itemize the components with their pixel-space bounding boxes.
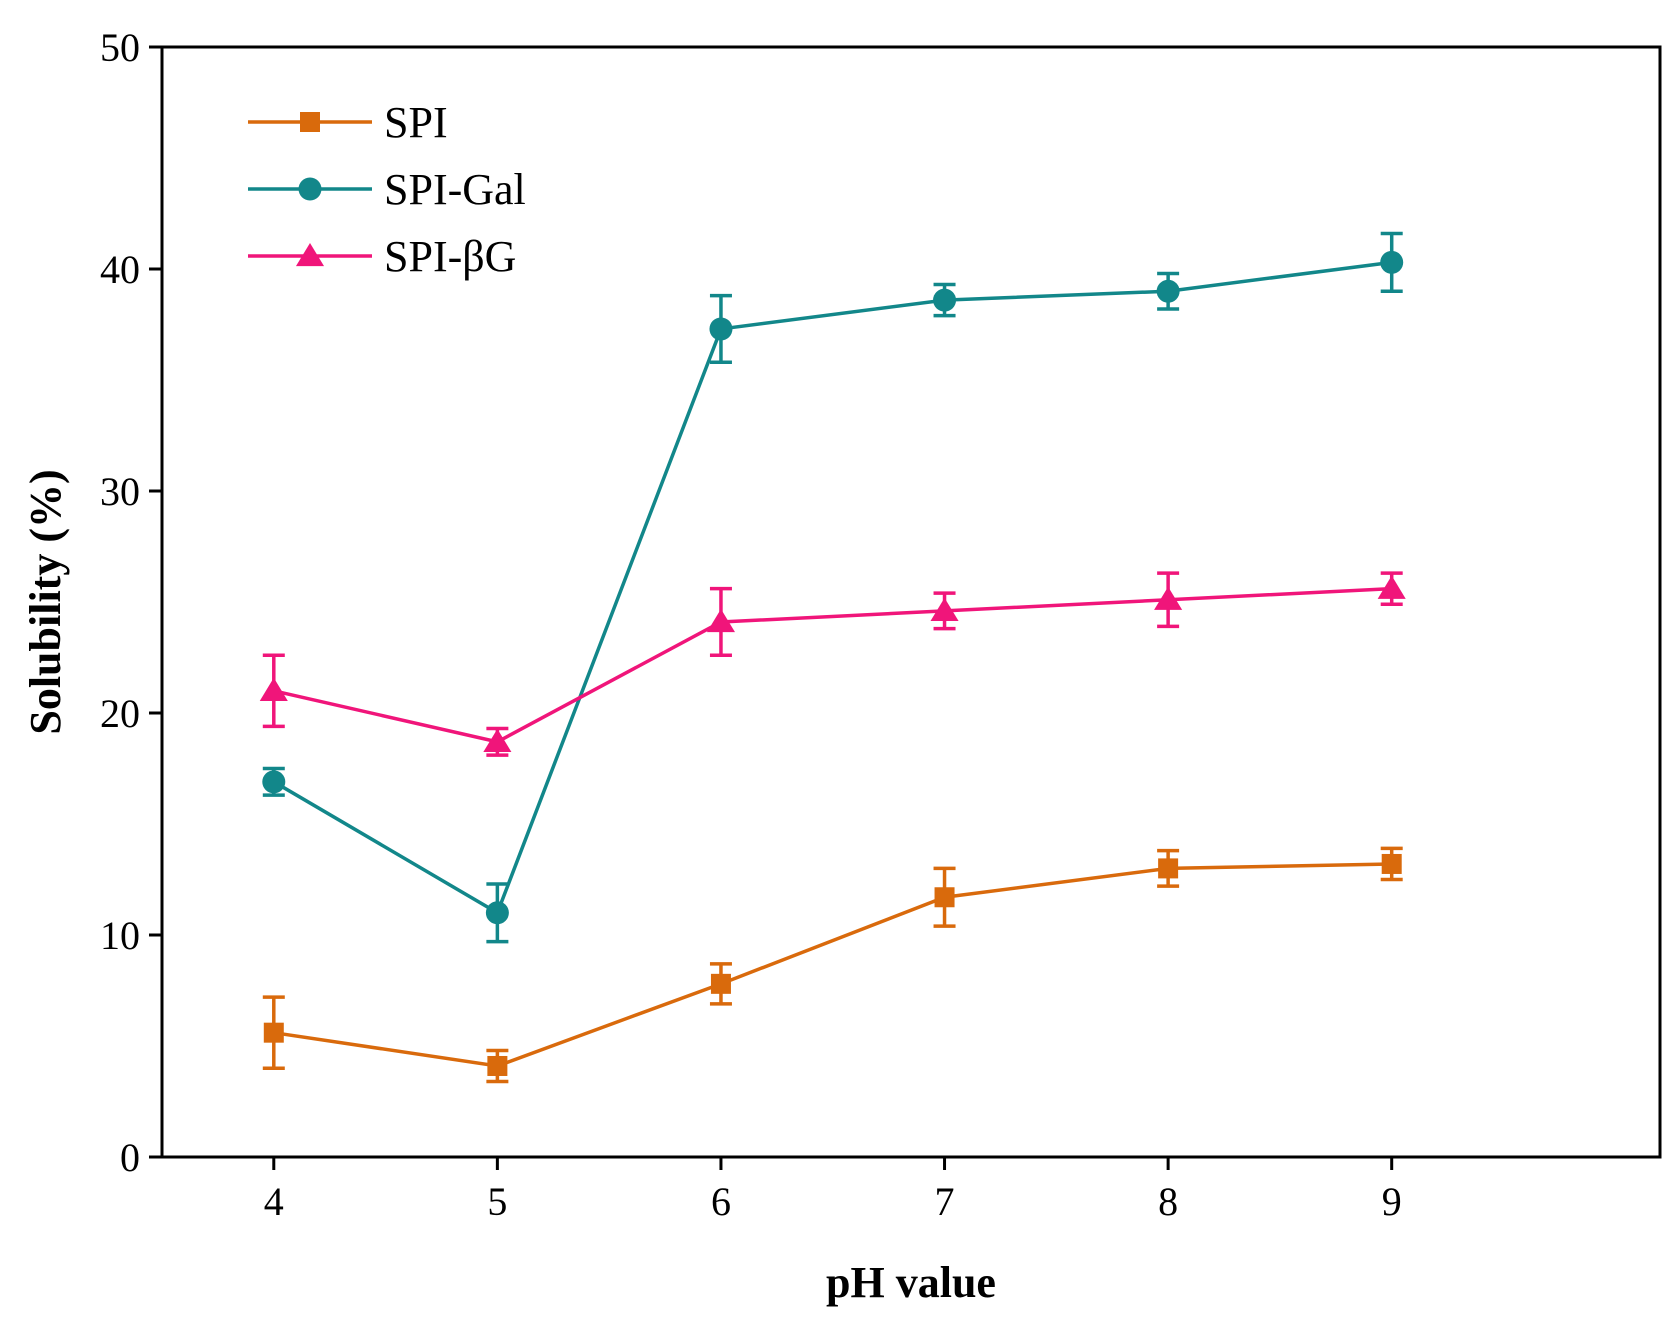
- data-point: [259, 677, 288, 701]
- x-tick-label: 4: [264, 1179, 284, 1224]
- legend-marker: [298, 177, 322, 201]
- y-axis-label: Solubility (%): [21, 469, 70, 734]
- data-point: [483, 728, 512, 752]
- data-point: [485, 901, 509, 925]
- y-tick-label: 0: [120, 1135, 140, 1180]
- data-point: [1377, 575, 1406, 599]
- series-spi: [262, 846, 1403, 1084]
- series-line: [272, 260, 1392, 916]
- y-axis: 0 10 20 30 40 50: [100, 25, 162, 1180]
- data-point: [1154, 586, 1183, 610]
- x-tick-label: 7: [935, 1179, 955, 1224]
- data-point: [487, 1055, 508, 1076]
- data-point: [709, 317, 733, 341]
- x-tick-label: 8: [1158, 1179, 1178, 1224]
- legend-marker: [295, 243, 325, 267]
- data-point: [1380, 250, 1404, 274]
- legend-label: SPI-βG: [384, 232, 516, 281]
- series-line: [273, 586, 1392, 744]
- y-tick-label: 40: [100, 247, 140, 292]
- y-tick-label: 30: [100, 469, 140, 514]
- data-point: [930, 597, 959, 622]
- x-axis-label: pH value: [826, 1258, 996, 1307]
- y-tick-label: 20: [100, 691, 140, 736]
- data-point: [263, 1022, 284, 1043]
- data-point: [933, 288, 957, 312]
- x-tick-label: 5: [487, 1179, 507, 1224]
- data-point: [934, 887, 955, 908]
- plot-area: [259, 231, 1406, 1084]
- plot-frame: [160, 45, 1662, 1159]
- x-tick-label: 6: [711, 1179, 731, 1224]
- data-point: [1156, 279, 1180, 303]
- legend-item: SPI: [248, 98, 448, 147]
- x-tick-label: 9: [1382, 1179, 1402, 1224]
- data-point: [262, 770, 286, 794]
- legend-item: SPI-Gal: [248, 165, 526, 214]
- y-tick-label: 10: [100, 913, 140, 958]
- legend-marker: [300, 112, 320, 132]
- data-point: [710, 973, 731, 994]
- data-point: [706, 608, 735, 633]
- series-line: [273, 862, 1392, 1068]
- data-point: [1381, 853, 1402, 874]
- series-spi-g: [259, 571, 1406, 757]
- y-tick-label: 50: [100, 25, 140, 70]
- legend-label: SPI-Gal: [384, 165, 526, 214]
- series-spi-gal: [262, 231, 1404, 944]
- legend: SPI SPI-Gal SPI-βG: [248, 98, 526, 281]
- legend-item: SPI-βG: [248, 232, 516, 281]
- x-axis: 4 5 6 7 8 9: [264, 1157, 1402, 1224]
- legend-label: SPI: [384, 98, 448, 147]
- data-point: [1158, 858, 1179, 879]
